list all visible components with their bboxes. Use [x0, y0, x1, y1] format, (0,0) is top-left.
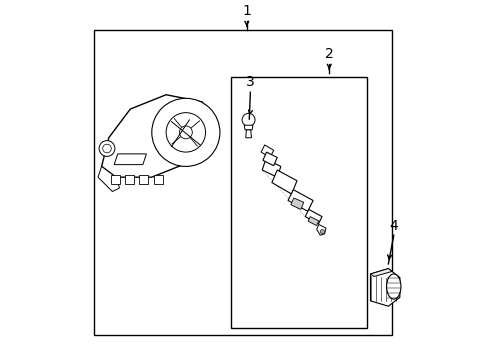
Polygon shape [101, 95, 216, 177]
Polygon shape [370, 269, 392, 276]
Polygon shape [111, 175, 120, 184]
Circle shape [166, 113, 206, 152]
Text: 4: 4 [390, 219, 398, 233]
Polygon shape [308, 217, 319, 226]
Ellipse shape [387, 274, 401, 299]
Polygon shape [245, 125, 253, 130]
Polygon shape [291, 198, 304, 210]
Circle shape [103, 144, 111, 153]
Polygon shape [263, 152, 277, 166]
Polygon shape [262, 159, 281, 177]
Bar [231, 77, 367, 328]
Circle shape [99, 141, 115, 156]
Polygon shape [305, 210, 322, 224]
Polygon shape [272, 170, 297, 194]
Text: 2: 2 [325, 47, 334, 61]
Polygon shape [245, 130, 251, 138]
Polygon shape [261, 145, 274, 157]
Polygon shape [98, 166, 120, 192]
Circle shape [152, 98, 220, 166]
Text: 1: 1 [243, 4, 251, 18]
Bar [95, 30, 392, 335]
Polygon shape [139, 175, 148, 184]
Polygon shape [114, 154, 147, 165]
Circle shape [242, 113, 255, 126]
Polygon shape [317, 225, 326, 235]
Circle shape [320, 230, 324, 234]
Polygon shape [288, 190, 313, 211]
Polygon shape [370, 269, 400, 306]
Polygon shape [153, 175, 163, 184]
Circle shape [179, 126, 192, 139]
Polygon shape [125, 175, 134, 184]
Text: 3: 3 [246, 75, 255, 89]
